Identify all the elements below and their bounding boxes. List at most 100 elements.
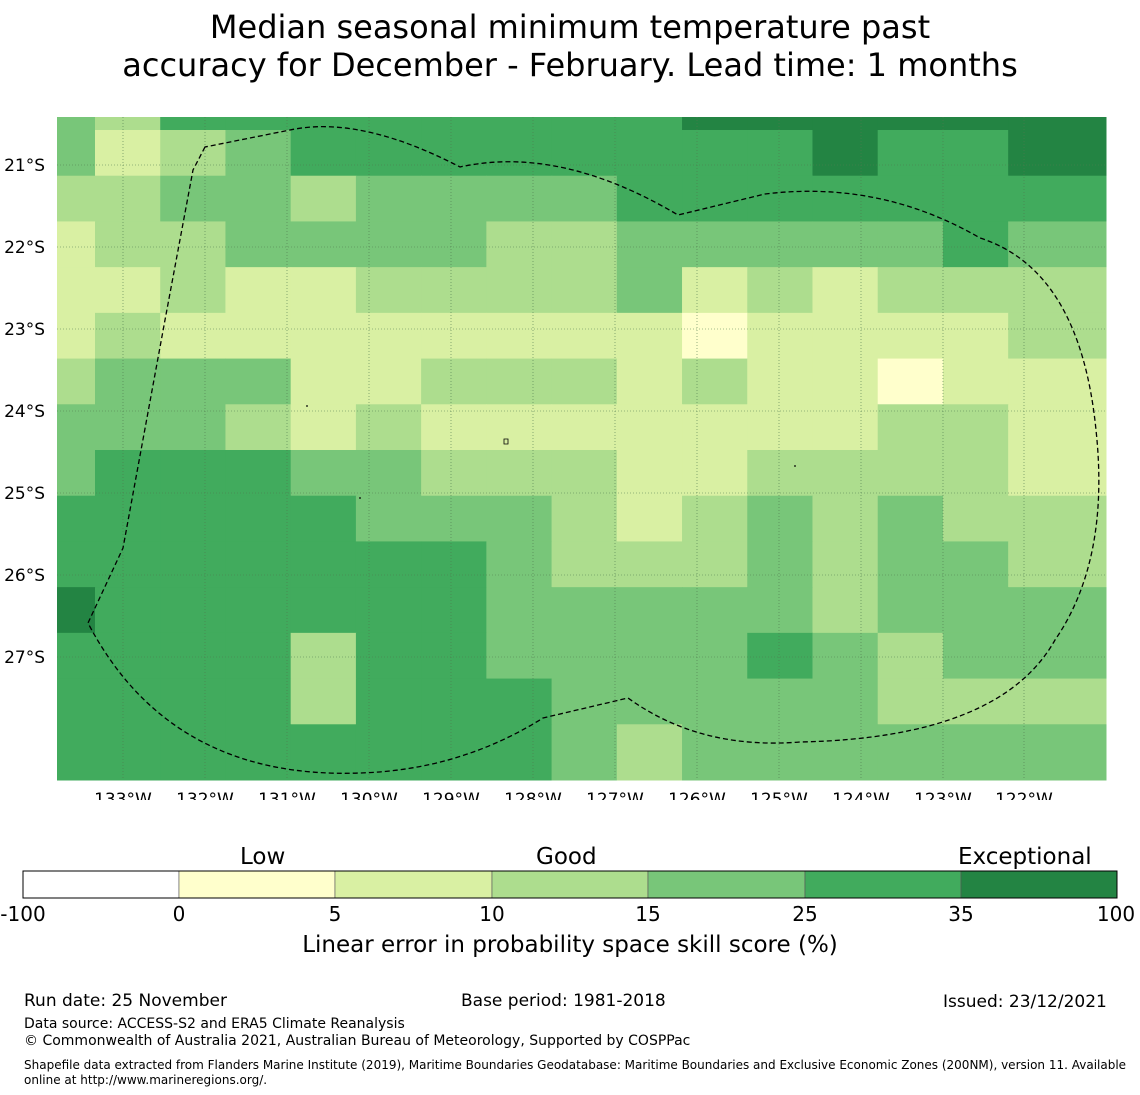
map-cell <box>747 404 813 451</box>
map-cell <box>355 450 422 497</box>
map-cell <box>682 724 748 781</box>
map-cell <box>95 221 161 268</box>
map-cell <box>355 495 422 542</box>
map-cell <box>877 678 944 725</box>
map-cell <box>682 632 748 680</box>
map-cell <box>942 724 1009 781</box>
map-cell <box>486 117 553 131</box>
map-cell <box>616 358 683 405</box>
map-cell <box>486 450 553 497</box>
colorbar <box>22 870 1118 899</box>
map-cell <box>682 221 748 268</box>
map-cell <box>616 632 683 680</box>
map-cell <box>1008 130 1107 177</box>
map-cell <box>812 632 879 680</box>
longitude-label: 123°W <box>914 790 972 800</box>
map-cell <box>682 267 748 314</box>
map-cell <box>355 267 422 314</box>
map-cell <box>160 221 226 268</box>
colorbar-segment <box>804 870 962 899</box>
eez-boundary-line <box>87 125 1100 774</box>
map-cell <box>355 678 422 725</box>
map-cell <box>942 587 1009 634</box>
map-cell <box>747 267 813 314</box>
map-cell <box>747 632 813 680</box>
map-cell <box>95 117 161 131</box>
colorbar-tick: 35 <box>948 902 974 926</box>
map-cell <box>95 724 161 781</box>
map-cell <box>942 175 1009 222</box>
map-cell <box>355 130 422 177</box>
latitude-label: 27°S <box>4 648 45 668</box>
map-cell <box>682 358 748 405</box>
map-cell <box>812 358 879 405</box>
map-cell <box>616 495 683 542</box>
colorbar-segment <box>178 870 336 899</box>
map-cell <box>486 130 553 177</box>
map-cell <box>57 678 96 725</box>
longitude-label: 129°W <box>422 790 480 800</box>
latitude-label: 23°S <box>4 320 45 340</box>
map-cell <box>1008 678 1107 725</box>
map-cell <box>682 312 748 360</box>
map-cell <box>812 495 879 542</box>
latitude-label: 25°S <box>4 484 45 504</box>
map-cell <box>551 404 618 451</box>
map-cell <box>877 404 944 451</box>
map-cell <box>225 404 292 451</box>
map-cell <box>95 175 161 222</box>
islands <box>306 405 796 499</box>
map-cell <box>551 358 618 405</box>
map-cell <box>225 541 292 588</box>
map-cell <box>747 678 813 725</box>
map-cell <box>95 358 161 405</box>
map-cell <box>747 175 813 222</box>
longitude-label: 128°W <box>504 790 562 800</box>
map-cell <box>225 587 292 634</box>
map-cell <box>160 724 226 781</box>
map-cell <box>95 632 161 680</box>
map-cell <box>290 267 357 314</box>
longitude-label: 130°W <box>340 790 398 800</box>
longitude-label: 127°W <box>586 790 644 800</box>
map-cell <box>57 175 96 222</box>
map-cell <box>421 450 487 497</box>
map-cell <box>486 495 553 542</box>
longitude-label: 122°W <box>995 790 1053 800</box>
latitude-labels: 21°S 22°S 23°S 24°S 25°S 26°S 27°S <box>4 156 45 668</box>
map-cell <box>616 130 683 177</box>
colorbar-segment <box>491 870 649 899</box>
map-cell <box>1008 632 1107 680</box>
map-cell <box>1008 117 1107 131</box>
map-cell <box>877 358 944 405</box>
map-cell <box>57 117 96 131</box>
map-cell <box>290 358 357 405</box>
map-cell <box>160 678 226 725</box>
map-cell <box>290 450 357 497</box>
map-cell <box>551 678 618 725</box>
map-cell <box>290 221 357 268</box>
colorbar-tick: 10 <box>479 902 505 926</box>
map-cell <box>616 678 683 725</box>
map-cell <box>682 678 748 725</box>
map-cell <box>551 450 618 497</box>
map-cell <box>421 632 487 680</box>
map-cell <box>486 724 553 781</box>
map-cell <box>225 450 292 497</box>
map-cell <box>942 632 1009 680</box>
map-cell <box>95 130 161 177</box>
colorbar-segment <box>334 870 493 899</box>
map-cell <box>1008 495 1107 542</box>
map-cell <box>812 724 879 781</box>
map-cell <box>877 450 944 497</box>
map-cell <box>812 267 879 314</box>
map-cell <box>95 678 161 725</box>
map-cells <box>57 117 1107 781</box>
map-cell <box>551 221 618 268</box>
island-marker <box>503 438 509 445</box>
map-cell <box>812 450 879 497</box>
issued-date: Issued: 23/12/2021 <box>943 992 1107 1012</box>
map-cell <box>57 632 96 680</box>
map-cell <box>290 587 357 634</box>
map-cell <box>1008 312 1107 360</box>
